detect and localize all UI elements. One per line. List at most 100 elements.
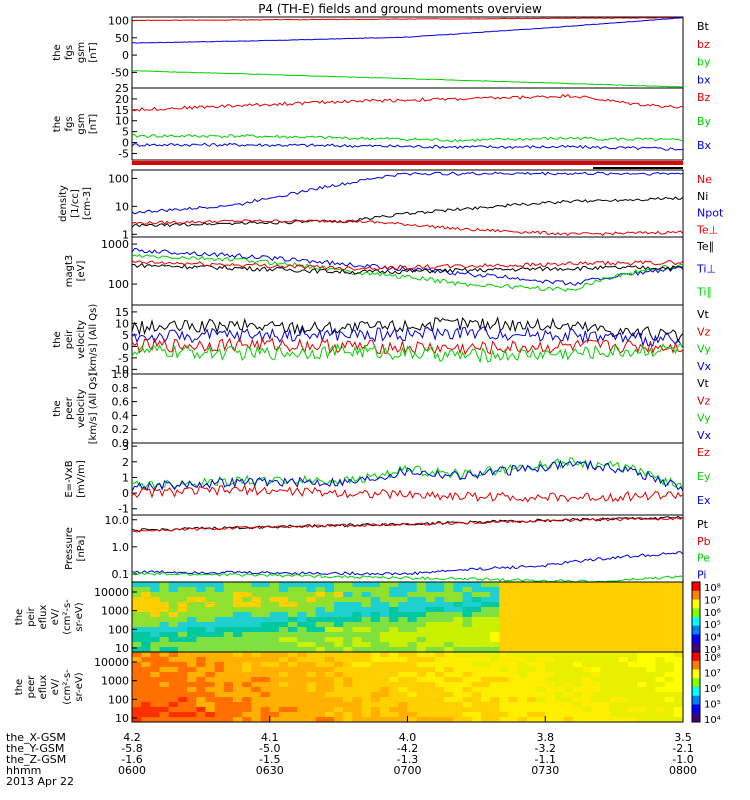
spectrogram-cell	[453, 652, 464, 658]
spectrogram-cell	[526, 592, 537, 598]
spectrogram-cell	[233, 637, 243, 643]
spectrogram-cell	[600, 702, 611, 708]
spectrogram-cell	[278, 622, 289, 628]
spectrogram-cell	[324, 622, 335, 628]
spectrogram-cell	[288, 617, 298, 623]
spectrogram-cell	[618, 587, 629, 593]
spectrogram-cell	[526, 672, 537, 678]
spectrogram-cell	[435, 717, 445, 723]
spectrogram-cell	[398, 707, 408, 713]
spectrogram-cell	[490, 617, 500, 623]
spectrogram-cell	[673, 642, 684, 648]
spectrogram-cell	[343, 617, 353, 623]
y-axis-label: [nT]	[88, 114, 99, 134]
spectrogram-cell	[536, 592, 546, 598]
series-Bz	[131, 93, 684, 112]
colorbar-frame	[691, 651, 701, 723]
spectrogram-cell	[315, 667, 326, 673]
spectrogram-cell	[481, 647, 491, 653]
spectrogram-cell	[462, 667, 473, 673]
spectrogram-cell	[637, 677, 647, 683]
spectrogram-cell	[444, 682, 454, 688]
spectrogram-cell	[425, 607, 436, 613]
colorbar-tick-label: 10⁵	[704, 620, 721, 631]
spectrogram-cell	[517, 637, 528, 643]
spectrogram-cell	[361, 682, 372, 688]
spectrogram-cell	[664, 602, 675, 608]
spectrogram-cell	[563, 662, 574, 668]
spectrogram-cell	[435, 612, 445, 618]
spectrogram-cell	[150, 682, 161, 688]
spectrogram-cell	[471, 677, 482, 683]
spectrogram-cell	[343, 647, 353, 653]
spectrogram-cell	[499, 602, 509, 608]
spectrogram-cell	[499, 682, 509, 688]
spectrogram-cell	[150, 707, 161, 713]
spectrogram-cell	[545, 632, 555, 638]
spectrogram-cell	[187, 582, 197, 588]
spectrogram-cell	[517, 662, 528, 668]
spectrogram-cell	[159, 672, 170, 678]
spectrogram-cell	[343, 632, 353, 638]
spectrogram-cell	[141, 672, 151, 678]
spectrogram-cell	[288, 632, 298, 638]
spectrogram-cell	[591, 587, 601, 593]
spectrogram-cell	[407, 692, 418, 698]
spectrogram-cell	[251, 642, 262, 648]
spectrogram-cell	[251, 682, 262, 688]
spectrogram-cell	[141, 622, 151, 628]
x-tick-label: -1.1	[535, 753, 556, 766]
spectrogram-cell	[572, 622, 583, 628]
spectrogram-cell	[582, 692, 592, 698]
spectrogram-cell	[132, 667, 142, 673]
spectrogram-cell	[361, 597, 372, 603]
spectrogram-cell	[508, 597, 519, 603]
spectrogram-cell	[407, 597, 418, 603]
spectrogram-cell	[627, 707, 638, 713]
spectrogram-cell	[214, 627, 225, 633]
spectrogram-cell	[591, 612, 601, 618]
spectrogram-cell	[196, 657, 206, 663]
spectrogram-cell	[177, 632, 188, 638]
spectrogram-cell	[609, 672, 620, 678]
spectrogram-cell	[177, 662, 188, 668]
spectrogram-cell	[407, 677, 418, 683]
spectrogram-cell	[159, 602, 170, 608]
spectrogram-cell	[462, 602, 473, 608]
spectrogram-cell	[168, 647, 179, 653]
spectrogram-cell	[416, 652, 427, 658]
legend-Vz: Vz	[697, 325, 711, 338]
series-Ez	[131, 484, 684, 503]
spectrogram-cell	[517, 607, 528, 613]
spectrogram-cell	[481, 697, 491, 703]
colorbar-segment	[692, 625, 700, 635]
spectrogram-cell	[168, 697, 179, 703]
spectrogram-cell	[196, 642, 206, 648]
spectrogram-cell	[444, 677, 454, 683]
spectrogram-cell	[223, 667, 234, 673]
spectrogram-cell	[251, 617, 262, 623]
spectrogram-cell	[508, 587, 519, 593]
spectrogram-cell	[536, 707, 546, 713]
series-Te∥	[131, 262, 684, 275]
spectrogram-cell	[407, 697, 418, 703]
spectrogram-cell	[416, 712, 427, 718]
spectrogram-cell	[159, 587, 170, 593]
spectrogram-cell	[315, 692, 326, 698]
spectrogram-cell	[242, 612, 252, 618]
spectrogram-cell	[462, 702, 473, 708]
spectrogram-cell	[177, 702, 188, 708]
spectrogram-cell	[508, 642, 519, 648]
spectrogram-cell	[343, 712, 353, 718]
spectrogram-cell	[315, 622, 326, 628]
spectrogram-cell	[526, 597, 537, 603]
spectrogram-cell	[526, 617, 537, 623]
spectrogram-cell	[177, 612, 188, 618]
spectrogram-cell	[526, 582, 537, 588]
spectrogram-cell	[223, 582, 234, 588]
spectrogram-cell	[150, 632, 161, 638]
spectrogram-cell	[536, 652, 546, 658]
spectrogram-cell	[508, 657, 519, 663]
spectrogram-cell	[591, 582, 601, 588]
spectrogram-cell	[600, 612, 611, 618]
